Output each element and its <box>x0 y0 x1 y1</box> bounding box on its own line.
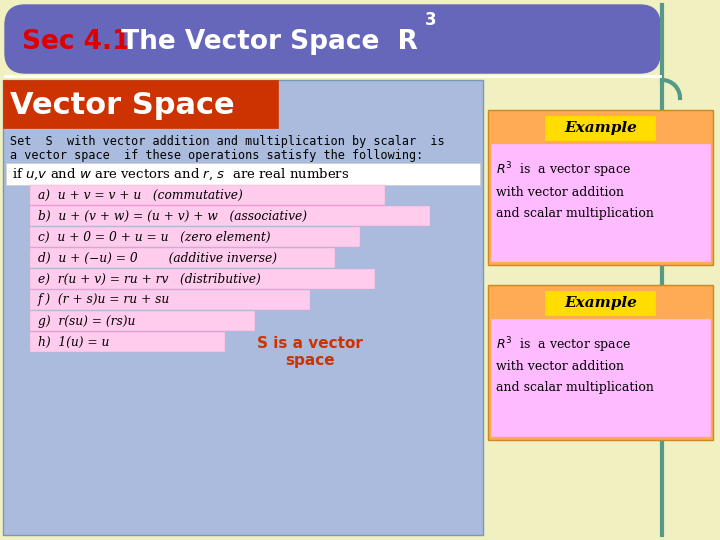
Text: and scalar multiplication: and scalar multiplication <box>496 381 654 395</box>
Bar <box>30 332 225 352</box>
Text: 3: 3 <box>425 11 436 29</box>
Text: with vector addition: with vector addition <box>496 361 624 374</box>
Text: g)  r(su) = (rs)u: g) r(su) = (rs)u <box>38 314 135 327</box>
Bar <box>545 291 655 315</box>
Bar <box>488 110 713 265</box>
Text: The Vector Space  R: The Vector Space R <box>112 29 418 55</box>
Bar <box>30 185 385 205</box>
Text: h)  1(u) = u: h) 1(u) = u <box>38 335 109 348</box>
Bar <box>30 269 375 289</box>
Bar <box>491 144 710 261</box>
Bar <box>30 248 335 268</box>
Bar <box>3 80 483 535</box>
Text: f )  (r + s)u = ru + su: f ) (r + s)u = ru + su <box>38 294 170 307</box>
Text: Set  S  with vector addition and multiplication by scalar  is: Set S with vector addition and multiplic… <box>10 136 445 148</box>
Bar <box>491 319 710 436</box>
Text: Example: Example <box>564 296 637 310</box>
FancyBboxPatch shape <box>5 5 660 73</box>
Bar <box>30 311 255 331</box>
Bar <box>488 285 713 440</box>
Bar <box>545 116 655 140</box>
Text: with vector addition: with vector addition <box>496 186 624 199</box>
Text: if $u$,$v$ and $w$ are vectors and $r$, $s$  are real numbers: if $u$,$v$ and $w$ are vectors and $r$, … <box>12 166 349 182</box>
Bar <box>6 163 480 185</box>
Text: d)  u + (−u) = 0        (additive inverse): d) u + (−u) = 0 (additive inverse) <box>38 252 277 265</box>
Text: a)  u + v = v + u   (commutative): a) u + v = v + u (commutative) <box>38 188 243 201</box>
Text: Vector Space: Vector Space <box>10 91 235 120</box>
Text: Sec 4.1: Sec 4.1 <box>22 29 130 55</box>
Bar <box>30 227 360 247</box>
Bar <box>3 80 278 128</box>
Text: S is a vector
space: S is a vector space <box>257 336 363 368</box>
Text: a vector space  if these operations satisfy the following:: a vector space if these operations satis… <box>10 150 423 163</box>
Text: $R^3$  is  a vector space: $R^3$ is a vector space <box>496 335 631 355</box>
Bar <box>30 206 430 226</box>
Bar <box>30 290 310 310</box>
Text: e)  r(u + v) = ru + rv   (distributive): e) r(u + v) = ru + rv (distributive) <box>38 273 261 286</box>
Text: b)  u + (v + w) = (u + v) + w   (associative): b) u + (v + w) = (u + v) + w (associativ… <box>38 210 307 222</box>
Text: $R^3$  is  a vector space: $R^3$ is a vector space <box>496 160 631 180</box>
Text: Example: Example <box>564 121 637 135</box>
Text: c)  u + 0 = 0 + u = u   (zero element): c) u + 0 = 0 + u = u (zero element) <box>38 231 271 244</box>
Text: and scalar multiplication: and scalar multiplication <box>496 206 654 219</box>
